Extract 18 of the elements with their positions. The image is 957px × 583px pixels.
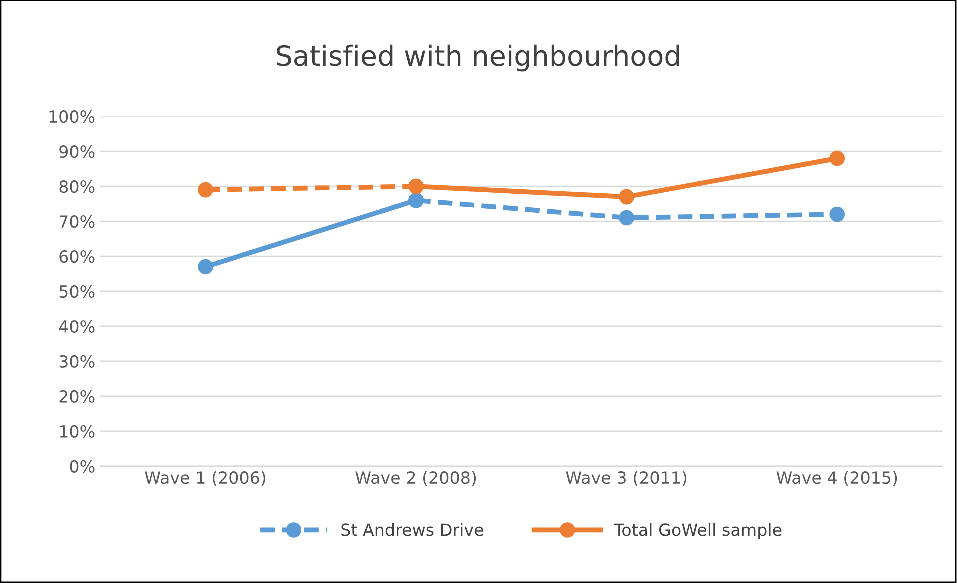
chart-title: Satisfied with neighbourhood	[277, 44, 680, 72]
y-tick-label: 10%	[60, 425, 95, 438]
y-tick-label: 80%	[60, 180, 95, 194]
y-tick-label: 90%	[60, 146, 95, 158]
y-tick-label: 100%	[50, 110, 95, 124]
y-tick-label: 0%	[70, 460, 95, 473]
y-tick-label: 50%	[60, 285, 95, 298]
x-tick-label: Wave 4 (2015)	[776, 471, 898, 486]
y-tick-label: 70%	[60, 216, 95, 228]
x-tick-label: Wave 3 (2011)	[566, 471, 687, 486]
x-tick-label: Wave 1 (2006)	[145, 471, 266, 486]
x-tick-label: Wave 2 (2008)	[356, 471, 476, 486]
y-tick-label: 40%	[59, 320, 95, 334]
y-tick-label: 20%	[60, 390, 95, 404]
legend-label: Total GoWell sample	[614, 523, 782, 540]
legend-label: St Andrews Drive	[342, 523, 484, 536]
y-tick-label: 30%	[60, 355, 95, 368]
y-tick-label: 60%	[60, 250, 95, 264]
